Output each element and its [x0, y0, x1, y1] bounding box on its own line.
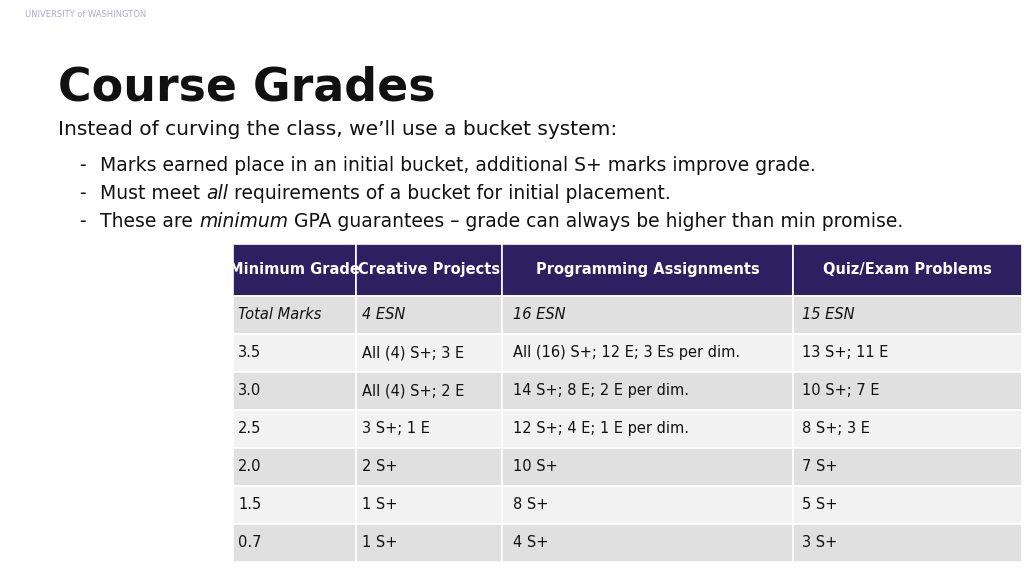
Bar [502, 486, 794, 524]
Bar [355, 524, 502, 562]
Bar [502, 372, 794, 410]
Text: 3.0: 3.0 [239, 384, 261, 399]
Bar [794, 334, 1022, 372]
Bar [355, 296, 502, 334]
Text: -: - [80, 212, 92, 231]
Text: 15 ESN: 15 ESN [803, 308, 855, 323]
Text: minimum: minimum [199, 212, 288, 231]
Bar [794, 524, 1022, 562]
Text: Total Marks: Total Marks [239, 308, 322, 323]
Bar [502, 524, 794, 562]
Text: Quiz/Exam Problems: Quiz/Exam Problems [823, 263, 992, 278]
Text: 4 ESN: 4 ESN [361, 308, 404, 323]
Text: 1 S+: 1 S+ [361, 498, 397, 513]
Bar [502, 410, 794, 448]
Text: CSE 122 Spring 2023: CSE 122 Spring 2023 [914, 9, 1018, 20]
Text: These are: These are [100, 212, 199, 231]
Text: 0.7: 0.7 [239, 536, 262, 551]
Text: All (4) S+; 3 E: All (4) S+; 3 E [361, 346, 464, 361]
Text: 2.5: 2.5 [239, 422, 262, 437]
Text: 4 S+: 4 S+ [513, 536, 549, 551]
Bar [502, 334, 794, 372]
Text: All (4) S+; 2 E: All (4) S+; 2 E [361, 384, 464, 399]
Text: LEC 01: Java Review & Functional Decomposition: LEC 01: Java Review & Functional Decompo… [392, 9, 632, 20]
Bar [233, 410, 355, 448]
Bar [233, 524, 355, 562]
Text: 2 S+: 2 S+ [361, 460, 397, 475]
Text: 2.0: 2.0 [239, 460, 262, 475]
Text: 13 S+; 11 E: 13 S+; 11 E [803, 346, 889, 361]
Text: Must meet: Must meet [100, 184, 206, 203]
Bar [502, 296, 794, 334]
Text: 12 S+; 4 E; 1 E per dim.: 12 S+; 4 E; 1 E per dim. [513, 422, 689, 437]
Bar [355, 448, 502, 486]
Text: 7 S+: 7 S+ [803, 460, 838, 475]
Text: Course Grades: Course Grades [58, 66, 435, 111]
Bar [355, 334, 502, 372]
Text: 3 S+; 1 E: 3 S+; 1 E [361, 422, 429, 437]
Text: requirements of a bucket for initial placement.: requirements of a bucket for initial pla… [228, 184, 671, 203]
Text: 1.5: 1.5 [239, 498, 261, 513]
Text: 1 S+: 1 S+ [361, 536, 397, 551]
Bar [502, 448, 794, 486]
Text: Programming Assignments: Programming Assignments [536, 263, 760, 278]
Bar [233, 244, 355, 296]
Bar [355, 372, 502, 410]
Text: 5 S+: 5 S+ [803, 498, 838, 513]
Text: UNIVERSITY of WASHINGTON: UNIVERSITY of WASHINGTON [25, 10, 145, 19]
Bar [233, 372, 355, 410]
Text: All (16) S+; 12 E; 3 Es per dim.: All (16) S+; 12 E; 3 Es per dim. [513, 346, 740, 361]
Text: all: all [206, 184, 228, 203]
Text: -: - [80, 156, 92, 175]
Text: 10 S+; 7 E: 10 S+; 7 E [803, 384, 880, 399]
Text: 3.5: 3.5 [239, 346, 261, 361]
Bar [355, 244, 502, 296]
Bar [794, 410, 1022, 448]
Text: W: W [6, 7, 22, 21]
Text: 8 S+: 8 S+ [513, 498, 549, 513]
Bar [794, 448, 1022, 486]
Text: -: - [80, 184, 92, 203]
Bar [355, 410, 502, 448]
Text: 10 S+: 10 S+ [513, 460, 558, 475]
Bar [794, 372, 1022, 410]
Bar [355, 486, 502, 524]
Text: Marks earned place in an initial bucket, additional S+ marks improve grade.: Marks earned place in an initial bucket,… [100, 156, 816, 175]
Bar [233, 486, 355, 524]
Bar [502, 244, 794, 296]
Bar [233, 334, 355, 372]
Text: 3 S+: 3 S+ [803, 536, 838, 551]
Text: Creative Projects: Creative Projects [357, 263, 500, 278]
Bar [233, 296, 355, 334]
Text: 16 ESN: 16 ESN [513, 308, 566, 323]
Bar [794, 296, 1022, 334]
Text: Instead of curving the class, we’ll use a bucket system:: Instead of curving the class, we’ll use … [58, 120, 617, 139]
Text: Minimum Grade: Minimum Grade [229, 263, 360, 278]
Bar [233, 448, 355, 486]
Bar [794, 486, 1022, 524]
Text: 8 S+; 3 E: 8 S+; 3 E [803, 422, 870, 437]
Text: 14 S+; 8 E; 2 E per dim.: 14 S+; 8 E; 2 E per dim. [513, 384, 689, 399]
Bar [794, 244, 1022, 296]
Text: GPA guarantees – grade can always be higher than min promise.: GPA guarantees – grade can always be hig… [288, 212, 903, 231]
